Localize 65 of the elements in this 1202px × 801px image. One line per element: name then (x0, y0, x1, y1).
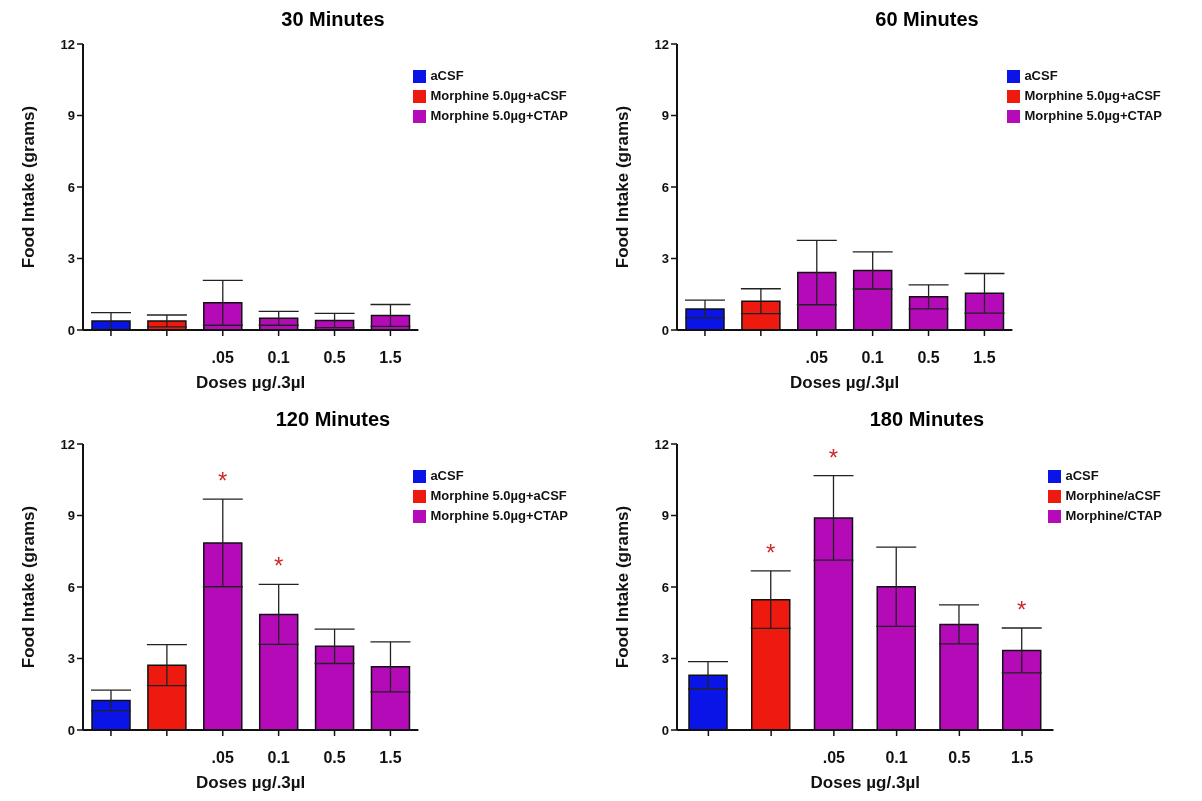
legend-label: Morphine 5.0µg+aCSF (1024, 88, 1161, 103)
y-tick-label: 6 (67, 179, 75, 195)
legend-label: aCSF (1065, 468, 1099, 483)
legend-label: aCSF (430, 68, 464, 83)
legend-label: Morphine 5.0µg+CTAP (430, 508, 568, 523)
x-tick-label: .05 (211, 749, 234, 767)
y-tick-label: 9 (67, 508, 75, 524)
y-tick-label: 9 (661, 108, 669, 124)
legend-label: aCSF (430, 468, 464, 483)
legend-label: Morphine 5.0µg+aCSF (430, 88, 567, 103)
y-tick-label: 12 (60, 436, 75, 452)
legend-label: Morphine/CTAP (1065, 508, 1162, 523)
y-tick-label: 6 (661, 179, 669, 195)
y-tick-label: 0 (67, 722, 75, 738)
legend-label: Morphine 5.0µg+aCSF (430, 488, 567, 503)
legend-label: Morphine 5.0µg+CTAP (1024, 108, 1162, 123)
x-tick-label: 0.1 (885, 749, 908, 767)
legend-label: Morphine 5.0µg+CTAP (430, 108, 568, 123)
x-axis-title: Doses µg/.3µl (196, 373, 306, 392)
x-tick-label: .05 (211, 349, 234, 367)
data-label: * (828, 443, 839, 471)
data-label: * (766, 538, 776, 566)
y-axis-title: Food Intake (grams) (19, 105, 39, 269)
data-label: * (1017, 595, 1027, 623)
y-tick-label: 9 (661, 508, 669, 524)
y-axis-title: Food Intake (grams) (19, 505, 39, 669)
y-tick-label: 0 (661, 722, 669, 738)
y-tick-label: 3 (661, 251, 669, 267)
y-tick-label: 3 (661, 651, 669, 667)
x-tick-label: 0.5 (323, 749, 346, 767)
x-tick-label: 0.1 (267, 349, 290, 367)
y-axis-title: Food Intake (grams) (613, 505, 633, 669)
chart-title: 30 Minutes (280, 8, 386, 32)
chart-title: 60 Minutes (874, 8, 980, 32)
x-tick-label: 1.5 (379, 349, 402, 367)
data-label: * (218, 467, 228, 495)
x-tick-label: 0.1 (267, 749, 290, 767)
x-tick-label: 1.5 (1010, 749, 1034, 767)
y-tick-label: 9 (67, 108, 75, 124)
x-tick-label: 1.5 (973, 349, 996, 367)
y-tick-label: 3 (67, 651, 75, 667)
x-tick-label: .05 (822, 749, 846, 767)
y-tick-label: 6 (67, 579, 75, 595)
y-axis-title: Food Intake (grams) (613, 105, 633, 269)
y-tick-label: 0 (661, 322, 669, 338)
y-tick-label: 0 (67, 322, 75, 338)
x-tick-label: 0.1 (861, 349, 884, 367)
x-tick-label: 0.5 (917, 349, 940, 367)
x-tick-label: 0.5 (948, 749, 971, 767)
x-tick-label: .05 (805, 349, 828, 367)
x-axis-title: Doses µg/.3µl (196, 773, 306, 792)
y-tick-label: 12 (654, 36, 669, 52)
chart-title: 180 Minutes (868, 408, 986, 432)
y-tick-label: 12 (60, 36, 75, 52)
x-axis-title: Doses µg/.3µl (790, 373, 900, 392)
legend-label: aCSF (1024, 68, 1058, 83)
x-tick-label: 1.5 (379, 749, 402, 767)
chart-title: 120 Minutes (274, 408, 392, 432)
y-tick-label: 3 (67, 251, 75, 267)
data-label: * (274, 552, 284, 580)
x-axis-title: Doses µg/.3µl (810, 773, 920, 792)
y-tick-label: 6 (661, 579, 669, 595)
x-tick-label: 0.5 (323, 349, 346, 367)
y-tick-label: 12 (654, 436, 669, 452)
legend-label: Morphine/aCSF (1065, 488, 1161, 503)
